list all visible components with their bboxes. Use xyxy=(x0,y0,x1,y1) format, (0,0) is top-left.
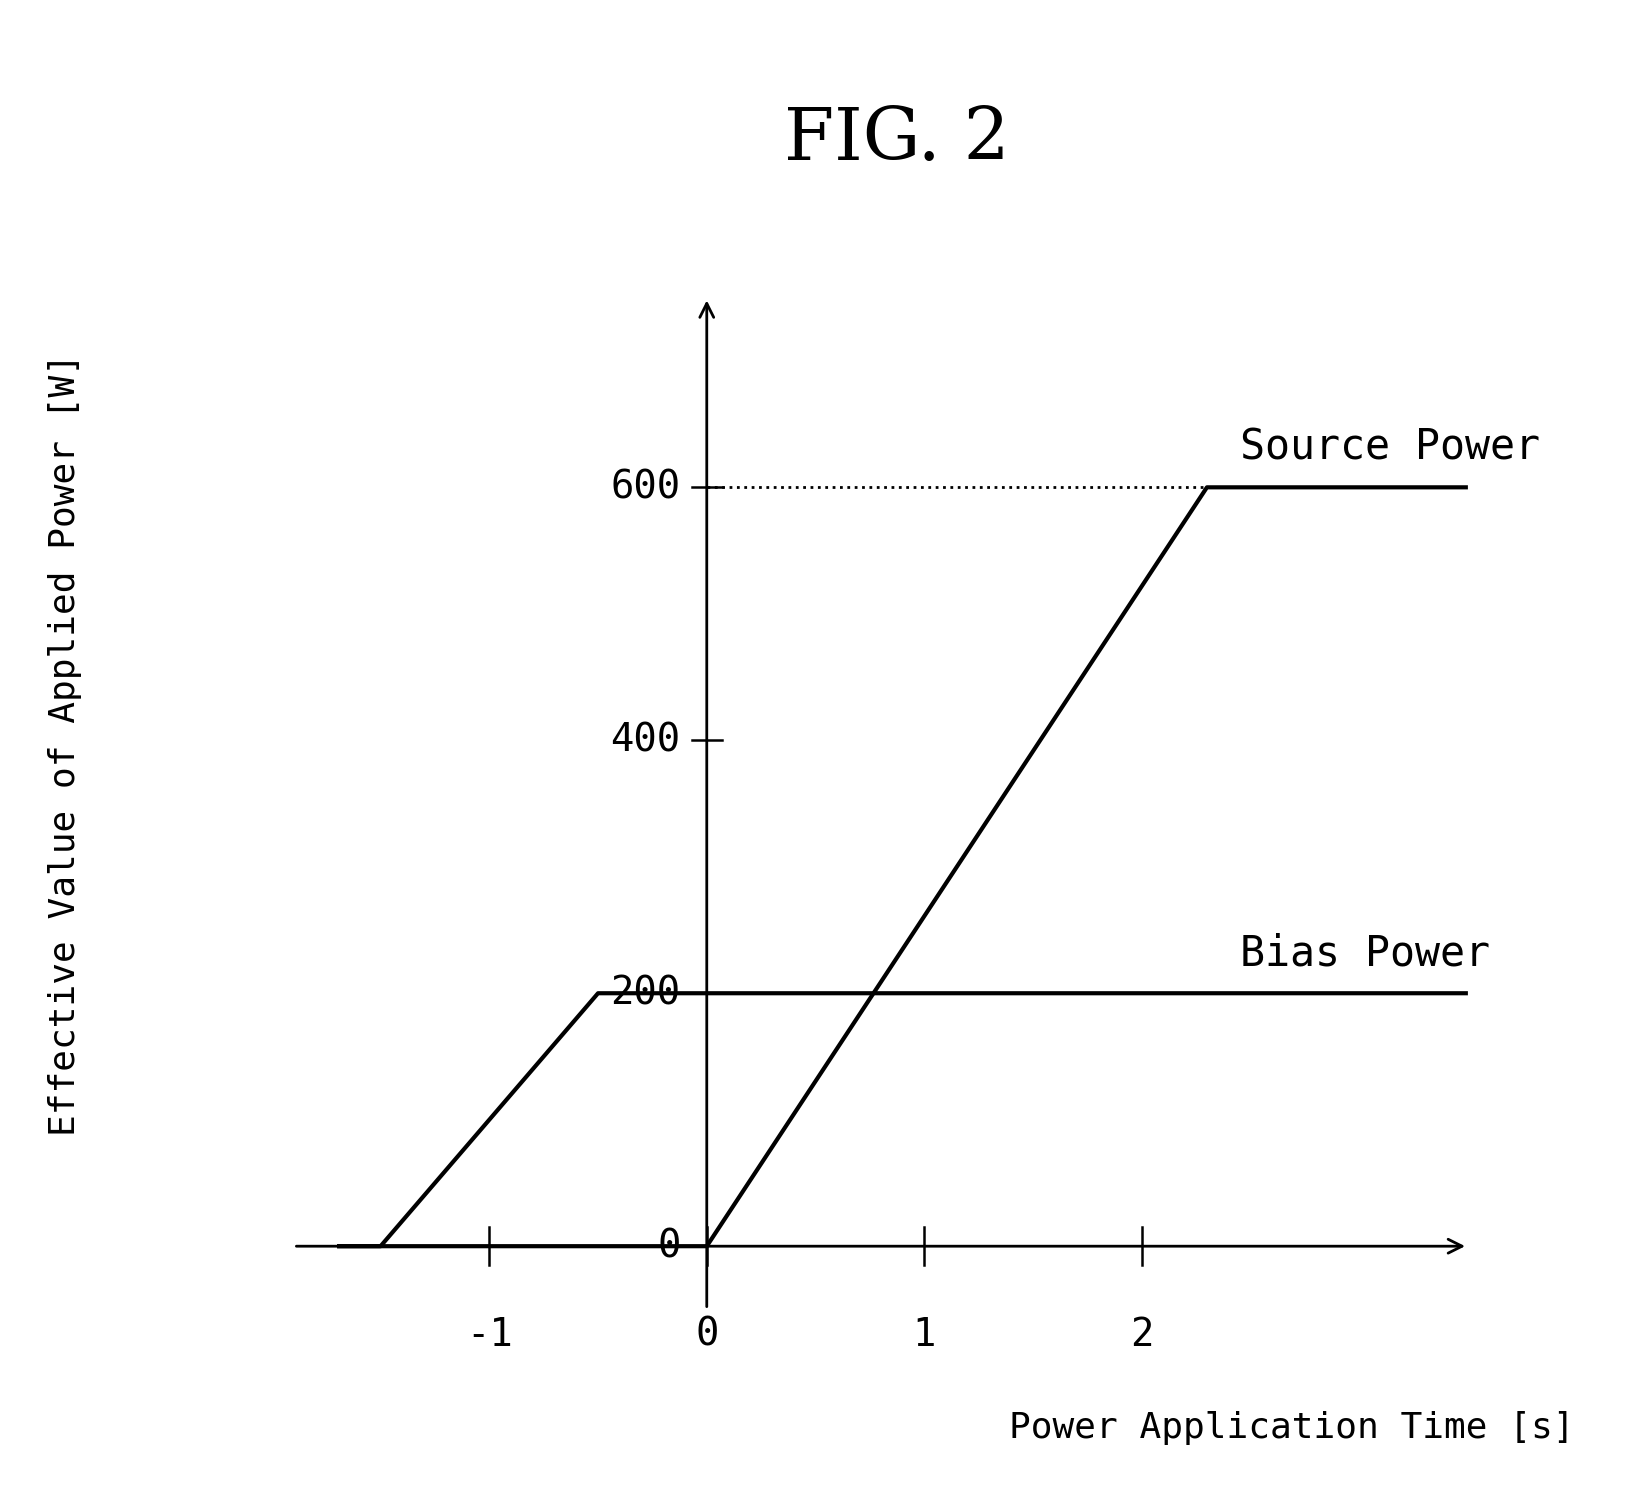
Text: Effective Value of Applied Power [W]: Effective Value of Applied Power [W] xyxy=(49,353,82,1135)
Text: FIG. 2: FIG. 2 xyxy=(784,104,1009,174)
Text: -1: -1 xyxy=(466,1315,512,1354)
Text: 0: 0 xyxy=(657,1228,680,1265)
Text: Power Application Time [s]: Power Application Time [s] xyxy=(1009,1411,1573,1445)
Text: 2: 2 xyxy=(1130,1315,1152,1354)
Text: Source Power: Source Power xyxy=(1239,427,1539,469)
Text: 0: 0 xyxy=(694,1315,717,1354)
Text: 400: 400 xyxy=(610,722,680,759)
Text: 600: 600 xyxy=(610,469,680,506)
Text: 200: 200 xyxy=(610,975,680,1012)
Text: 1: 1 xyxy=(913,1315,936,1354)
Text: Bias Power: Bias Power xyxy=(1239,933,1488,975)
